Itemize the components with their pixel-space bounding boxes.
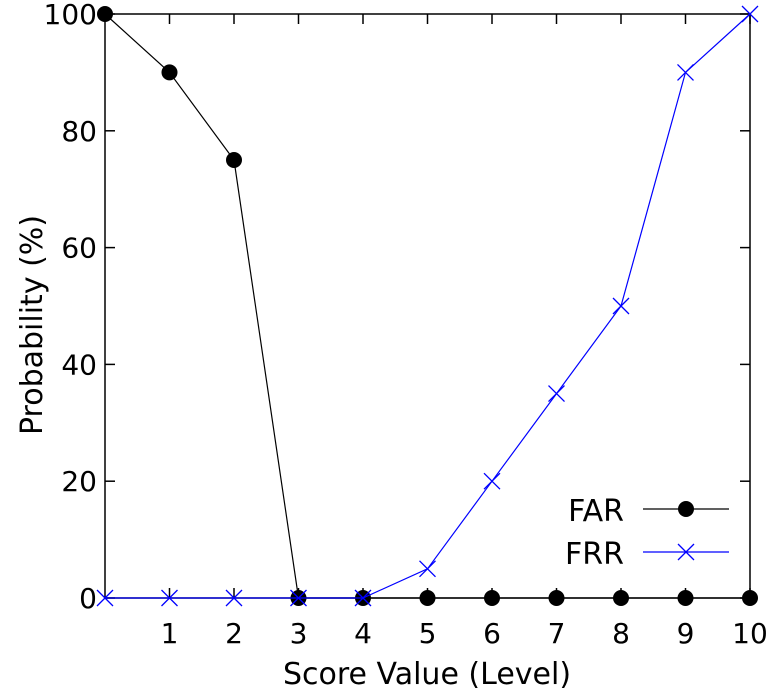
x-tick-label: 4	[354, 617, 372, 650]
y-tick-label: 60	[61, 232, 97, 265]
x-tick-label: 6	[483, 617, 501, 650]
data-point-frr	[96, 589, 114, 607]
x-tick-label: 1	[161, 617, 179, 650]
plot-frame	[104, 13, 751, 599]
data-point-frr	[419, 560, 436, 578]
data-point-frr	[225, 589, 243, 607]
series-layer	[96, 5, 759, 607]
y-tick-label: 20	[61, 465, 97, 498]
data-point-far	[226, 152, 242, 168]
data-point-far	[484, 590, 500, 606]
legend: FAR FRR	[565, 494, 729, 572]
data-point-far	[161, 64, 178, 81]
data-point-far	[613, 590, 629, 606]
y-tick-label: 80	[61, 115, 97, 148]
x-tick-label: 5	[419, 617, 437, 650]
data-point-far	[742, 590, 758, 606]
y-tick-label: 40	[61, 348, 97, 381]
x-tick-label: 3	[290, 617, 308, 650]
data-point-frr	[548, 385, 565, 403]
x-tick-label: 2	[225, 617, 243, 650]
series-line-frr	[105, 13, 751, 599]
x-axis-ticks: 1 2 3 4 5 6 7 8 9 10	[161, 14, 768, 650]
x-tick-label: 10	[732, 617, 768, 650]
y-tick-label: 100	[44, 0, 97, 31]
data-point-far	[97, 6, 113, 22]
x-axis-label: Score Value (Level)	[283, 657, 571, 692]
series-line-far	[104, 13, 750, 599]
data-point-frr	[354, 589, 372, 607]
data-point-frr	[161, 589, 178, 607]
legend-marker-frr	[677, 543, 695, 561]
legend-label-far: FAR	[568, 494, 624, 529]
data-point-frr	[612, 297, 630, 315]
data-point-far	[548, 590, 565, 606]
data-point-far	[419, 590, 436, 606]
data-point-frr	[290, 589, 307, 607]
y-axis-ticks: 0 20 40 60 80 100	[44, 0, 750, 615]
data-point-far	[677, 590, 694, 606]
legend-marker-far	[678, 501, 694, 517]
y-tick-label: 0	[79, 582, 97, 615]
legend-label-frr: FRR	[565, 537, 624, 572]
y-axis-label: Probability (%)	[15, 215, 50, 435]
x-tick-label: 7	[548, 617, 566, 650]
data-point-frr	[677, 63, 694, 81]
data-point-frr	[483, 472, 501, 490]
x-tick-label: 8	[612, 617, 630, 650]
x-tick-label: 9	[677, 617, 695, 650]
data-point-frr	[741, 5, 759, 23]
